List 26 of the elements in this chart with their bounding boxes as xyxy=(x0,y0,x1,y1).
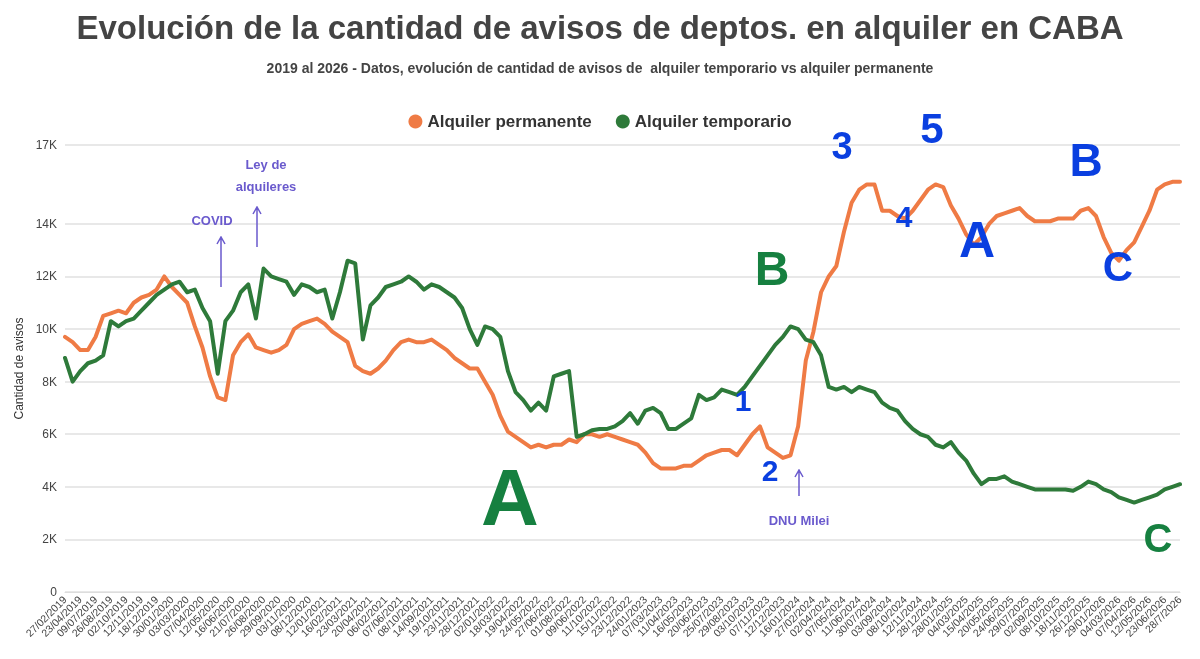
y-tick-label: 17K xyxy=(35,138,57,152)
y-tick-label: 14K xyxy=(35,216,57,231)
chart-subtitle: 2019 al 2026 - Datos, evolución de cantidad de avisos de alquiler temporario vs alquiler permanente xyxy=(266,60,934,76)
annotation: 2 xyxy=(761,453,779,487)
annotation: B xyxy=(1069,134,1103,186)
annotation: A xyxy=(481,452,539,542)
legend-label: Alquiler temporario xyxy=(634,112,792,131)
y-tick-label: 2K xyxy=(42,532,57,547)
legend-label: Alquiler permanente xyxy=(427,112,592,131)
annotation: B xyxy=(754,241,790,295)
y-tick-label: 8K xyxy=(42,374,57,389)
annotation: C xyxy=(1102,242,1134,290)
y-tick-label: 6K xyxy=(42,427,57,442)
y-tick-label: 10K xyxy=(35,322,57,337)
y-axis-title: Cantidad de avisos xyxy=(11,317,26,420)
y-tick-label: 12K xyxy=(35,269,57,284)
y-tick-label: 4K xyxy=(42,479,57,494)
annotation: 3 xyxy=(831,125,853,167)
annotation: COVID xyxy=(191,212,233,228)
y-tick-label: 0 xyxy=(50,585,58,599)
annotation: C xyxy=(1143,516,1173,560)
annotation: 5 xyxy=(920,104,944,152)
chart-title: Evolución de la cantidad de avisos de deptos. en alquiler en CABA xyxy=(76,9,1124,46)
annotation: DNU Milei xyxy=(768,512,830,528)
annotation: 1 xyxy=(734,383,752,417)
annotation: Ley de alquileres xyxy=(235,156,297,194)
